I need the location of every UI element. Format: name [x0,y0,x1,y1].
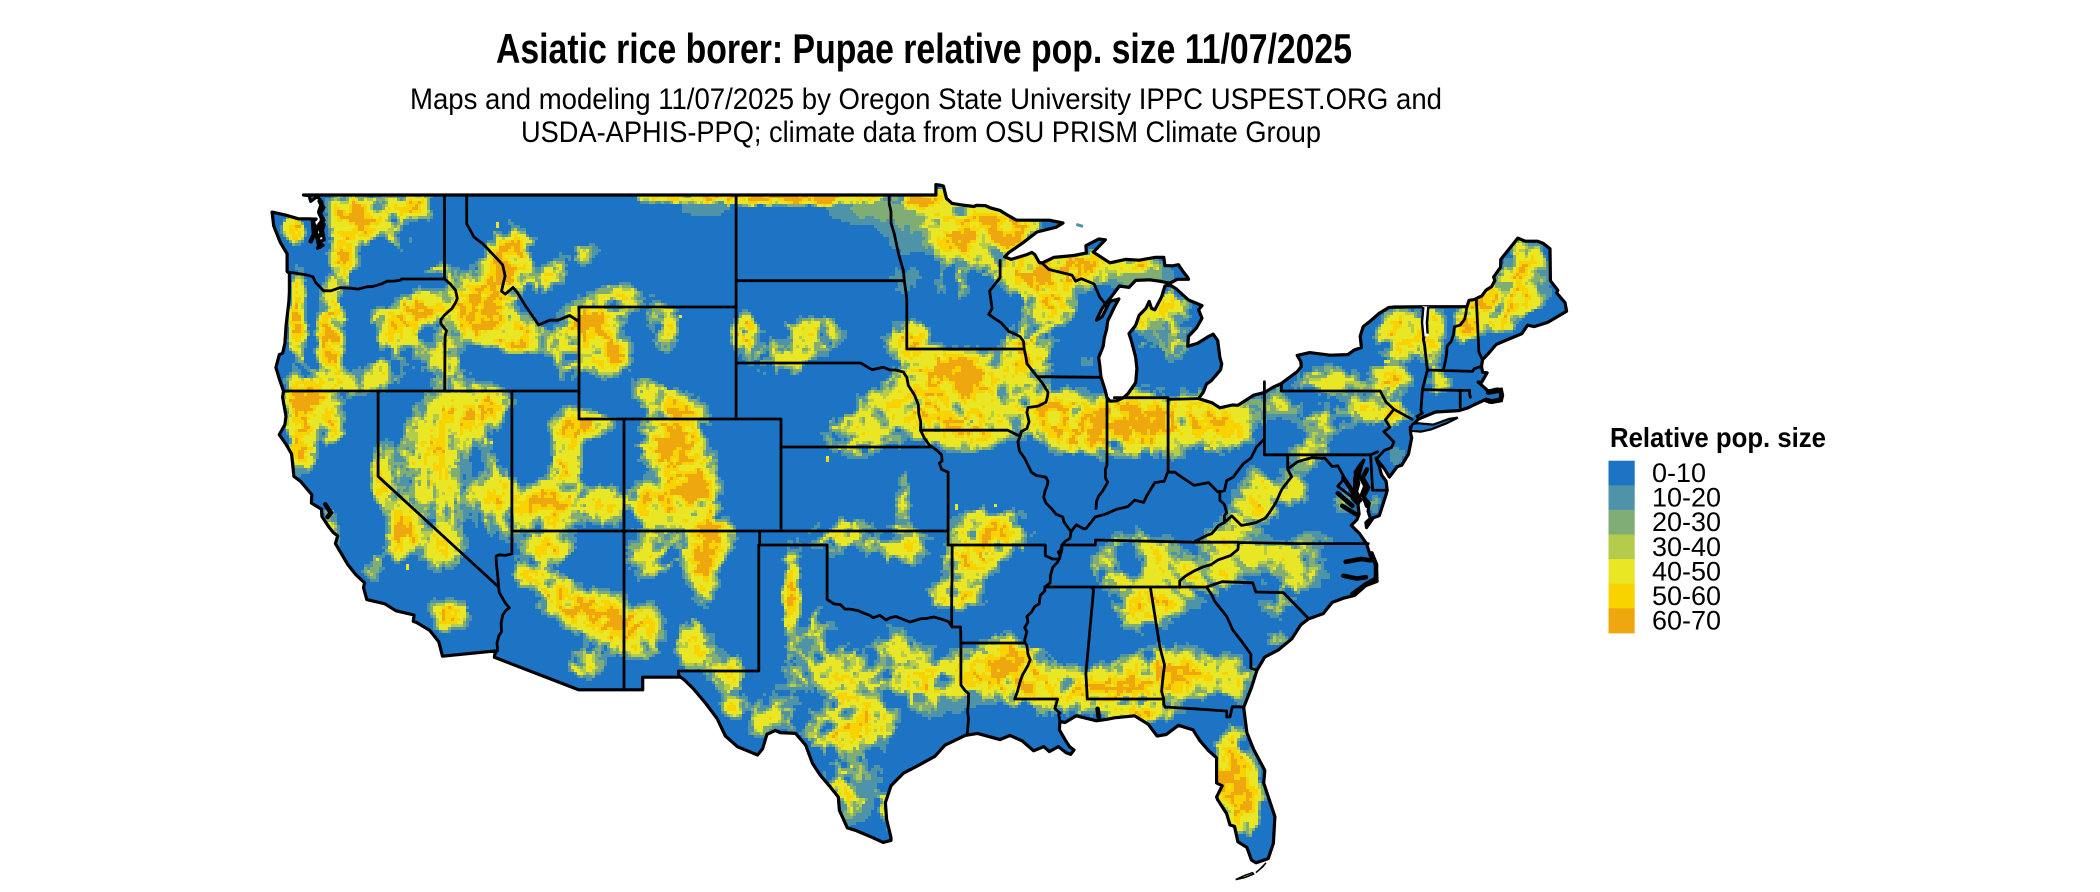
svg-text:40-50: 40-50 [1652,556,1721,586]
svg-text:Maps and modeling 11/07/2025 b: Maps and modeling 11/07/2025 by Oregon S… [410,83,1442,116]
svg-text:10-20: 10-20 [1652,483,1721,513]
svg-text:0-10: 0-10 [1652,458,1706,488]
svg-text:60-70: 60-70 [1652,606,1721,636]
svg-text:50-60: 50-60 [1652,581,1721,611]
svg-text:Relative pop. size: Relative pop. size [1610,422,1826,453]
svg-text:Asiatic rice borer: Pupae rela: Asiatic rice borer: Pupae relative pop. … [496,25,1352,72]
svg-text:USDA-APHIS-PPQ; climate data f: USDA-APHIS-PPQ; climate data from OSU PR… [521,116,1321,149]
svg-text:30-40: 30-40 [1652,532,1721,562]
svg-text:20-30: 20-30 [1652,507,1721,537]
